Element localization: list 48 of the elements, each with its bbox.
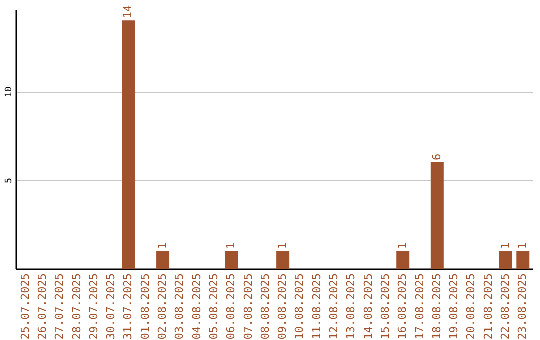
- bar: [276, 251, 290, 269]
- x-tick-label: 08.08.2025: [258, 274, 272, 340]
- x-tick-label: 04.08.2025: [190, 274, 204, 340]
- bar: [499, 251, 512, 269]
- x-tick-label: 15.08.2025: [378, 274, 392, 340]
- x-tick-label: 02.08.2025: [156, 274, 170, 340]
- x-tick-label: 12.08.2025: [328, 274, 341, 340]
- x-tick-label: 23.08.2025: [516, 274, 530, 340]
- x-tick-label: 14.08.2025: [362, 274, 375, 340]
- x-tick-label: 05.08.2025: [207, 274, 220, 340]
- x-tick-label: 17.08.2025: [413, 274, 426, 340]
- y-tick-label: 10: [4, 86, 14, 98]
- y-tick-label: 5: [4, 178, 14, 184]
- x-tick-label: 13.08.2025: [344, 274, 358, 340]
- data-label: 1: [516, 242, 530, 250]
- data-label: 1: [498, 242, 512, 250]
- x-tick-label: 26.07.2025: [36, 274, 50, 340]
- bar: [122, 20, 136, 269]
- x-tick-label: 16.08.2025: [396, 274, 410, 340]
- x-tick-label: 10.08.2025: [293, 274, 306, 340]
- bar: [225, 251, 238, 269]
- x-tick-label: 03.08.2025: [173, 274, 186, 340]
- x-tick-label: 19.08.2025: [448, 274, 461, 340]
- x-tick-label: 21.08.2025: [482, 274, 495, 340]
- x-tick-label: 20.08.2025: [464, 274, 478, 340]
- x-tick-label: 09.08.2025: [276, 274, 290, 340]
- x-tick-label: 28.07.2025: [70, 274, 84, 340]
- bar: [396, 251, 410, 269]
- x-tick-label: 18.08.2025: [430, 274, 444, 340]
- x-tick-label: 30.07.2025: [104, 274, 118, 340]
- x-tick-label: 06.08.2025: [224, 274, 238, 340]
- x-tick-label: 25.07.2025: [18, 274, 32, 340]
- x-tick-label: 27.07.2025: [53, 274, 66, 340]
- data-label: 14: [122, 5, 135, 19]
- bar: [430, 162, 444, 269]
- data-label: 1: [276, 242, 290, 250]
- x-tick-label: 29.07.2025: [87, 274, 100, 340]
- data-label: 1: [224, 242, 238, 250]
- x-tick-label: 11.08.2025: [310, 274, 324, 340]
- x-tick-label: 31.07.2025: [122, 274, 135, 340]
- x-tick-label: 22.08.2025: [498, 274, 512, 340]
- bar: [156, 251, 170, 269]
- data-label: 1: [156, 242, 170, 250]
- data-label: 1: [396, 242, 410, 250]
- x-tick-label: 01.08.2025: [138, 274, 152, 340]
- data-label: 6: [430, 154, 444, 161]
- bar: [516, 251, 530, 269]
- x-tick-label: 07.08.2025: [242, 274, 255, 340]
